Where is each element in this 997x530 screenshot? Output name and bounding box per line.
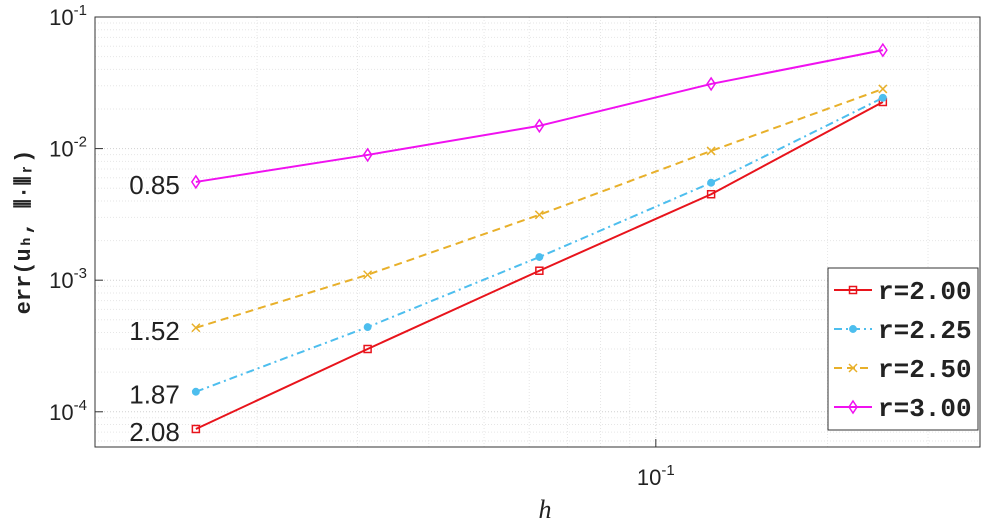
y-axis-label: err(uₕ, ⦀·⦀ᵣ) (12, 150, 37, 315)
tick-base: 10 (49, 268, 73, 293)
line (195, 96, 884, 393)
marker (190, 174, 201, 190)
marker (706, 76, 717, 92)
tick-label: 10-1 (49, 2, 87, 30)
annotation: 2.08 (129, 417, 180, 447)
marker (878, 84, 888, 94)
legend-marker (849, 325, 857, 333)
legend-label: r=2.50 (878, 355, 972, 385)
line (195, 101, 884, 430)
annotation: 0.85 (129, 170, 180, 200)
legend-marker (848, 363, 858, 373)
tick-exponent: -2 (74, 134, 87, 151)
axes-box (94, 16, 981, 448)
tick-label: 10-1 (637, 462, 675, 490)
marker (363, 344, 372, 354)
annotation: 1.52 (129, 316, 180, 346)
legend-label: r=3.00 (878, 394, 972, 424)
marker (363, 270, 373, 280)
legend-label: r=2.25 (878, 316, 972, 346)
marker (362, 147, 373, 163)
tick-base: 10 (637, 465, 661, 490)
marker (534, 118, 545, 134)
marker (878, 93, 887, 102)
tick-base: 10 (49, 5, 73, 30)
tick-exponent: -1 (74, 2, 87, 19)
marker (877, 42, 888, 58)
tick-base: 10 (49, 400, 73, 425)
legend-marker (848, 285, 858, 295)
marker (191, 424, 201, 434)
marker (534, 210, 544, 220)
tick-exponent: -4 (74, 397, 87, 414)
marker (706, 189, 716, 199)
marker (363, 323, 372, 332)
marker (535, 253, 544, 261)
line (195, 49, 884, 183)
tick-exponent: -1 (661, 462, 674, 479)
tick-label: 10-3 (49, 265, 87, 293)
tick-base: 10 (49, 137, 73, 162)
legend-marker (848, 399, 858, 415)
marker (707, 178, 716, 187)
tick-label: 10-2 (49, 134, 87, 162)
marker (191, 323, 201, 333)
tick-label: 10-4 (49, 397, 87, 425)
legend-box (827, 267, 979, 431)
line (195, 87, 884, 329)
legend-label: r=2.00 (878, 277, 972, 307)
annotation: 1.87 (129, 380, 180, 410)
x-axis-label: h (539, 495, 552, 524)
marker (706, 146, 716, 156)
tick-exponent: -3 (74, 265, 87, 282)
marker (191, 387, 200, 396)
marker (535, 266, 544, 275)
